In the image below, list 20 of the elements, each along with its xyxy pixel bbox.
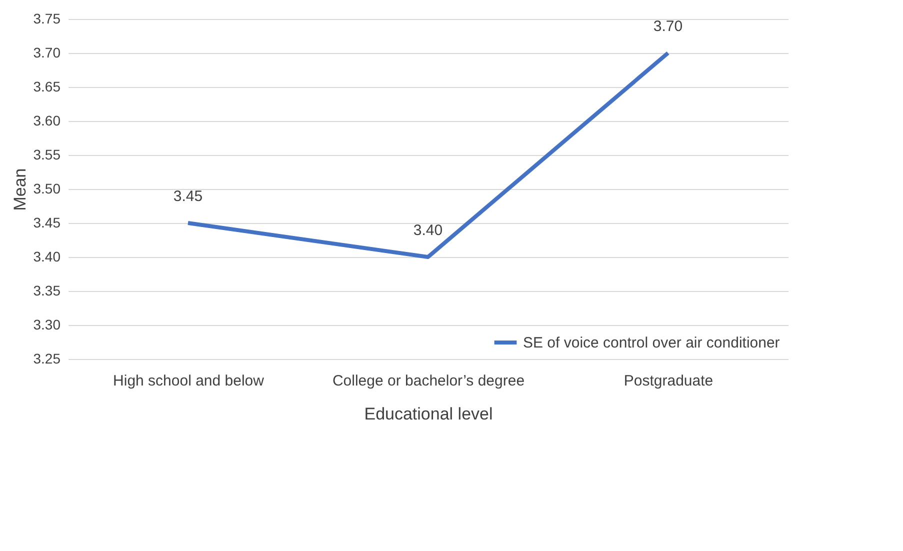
x-tick-label: High school and below (113, 372, 264, 390)
y-tick-label: 3.60 (33, 112, 61, 128)
y-tick-label: 3.40 (33, 248, 61, 264)
y-tick-label: 3.75 (33, 10, 61, 26)
data-label: 3.45 (173, 188, 203, 205)
data-label: 3.40 (413, 222, 443, 239)
data-label: 3.70 (653, 18, 683, 35)
y-tick-label: 3.55 (33, 146, 61, 162)
legend-label: SE of voice control over air conditioner (523, 334, 780, 352)
y-tick-label: 3.50 (33, 180, 61, 196)
y-tick-label: 3.30 (33, 316, 61, 332)
y-tick-label: 3.45 (33, 214, 61, 230)
y-tick-label: 3.70 (33, 44, 61, 60)
y-tick-label: 3.35 (33, 282, 61, 298)
y-axis-title: Mean (10, 168, 30, 211)
x-tick-label: Postgraduate (624, 372, 714, 390)
y-tick-label: 3.65 (33, 78, 61, 94)
y-tick-label: 3.25 (33, 350, 61, 366)
x-axis-title: Educational level (364, 404, 493, 424)
x-tick-label: College or bachelor’s degree (332, 372, 525, 390)
